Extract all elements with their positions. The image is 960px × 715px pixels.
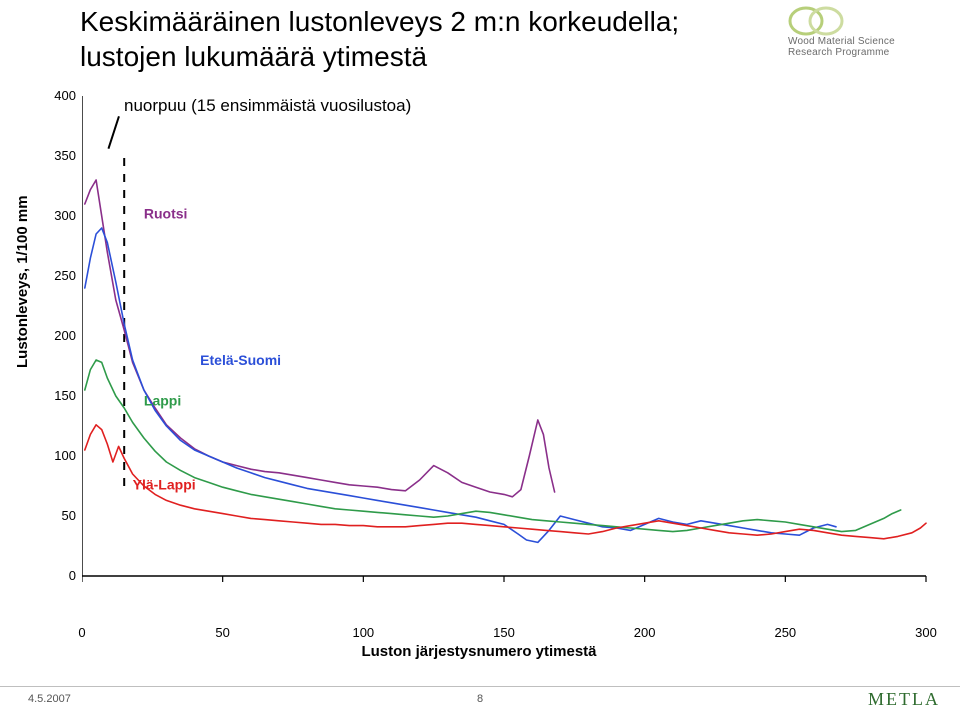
x-tick: 300 xyxy=(911,625,941,640)
rings-icon xyxy=(788,6,848,36)
x-tick: 200 xyxy=(630,625,660,640)
y-tick: 400 xyxy=(48,88,76,103)
slide-footer: 4.5.2007 8 METLA xyxy=(0,686,960,715)
x-tick: 0 xyxy=(67,625,97,640)
y-tick: 100 xyxy=(48,448,76,463)
y-tick: 250 xyxy=(48,268,76,283)
x-tick: 250 xyxy=(770,625,800,640)
y-axis-label: Lustonleveys, 1/100 mm xyxy=(14,195,31,368)
logo-text-1: Wood Material Science xyxy=(788,36,948,47)
y-tick: 350 xyxy=(48,148,76,163)
svg-text:Lappi: Lappi xyxy=(144,393,181,409)
y-tick: 300 xyxy=(48,208,76,223)
svg-text:Ylä-Lappi: Ylä-Lappi xyxy=(133,477,196,493)
x-tick: 150 xyxy=(489,625,519,640)
title-line-1: Keskimääräinen lustonleveys 2 m:n korkeu… xyxy=(80,6,679,37)
chart-svg: Ruotsi Etelä-Suomi Lappi Ylä-Lappi xyxy=(82,94,928,614)
y-tick: 200 xyxy=(48,328,76,343)
footer-page-number: 8 xyxy=(0,693,960,705)
page-title: Keskimääräinen lustonleveys 2 m:n korkeu… xyxy=(80,4,679,74)
logo-text-2: Research Programme xyxy=(788,47,948,58)
wood-science-logo: Wood Material Science Research Programme xyxy=(788,6,948,58)
title-line-2: lustojen lukumäärä ytimestä xyxy=(80,41,427,72)
svg-text:Etelä-Suomi: Etelä-Suomi xyxy=(200,352,281,368)
footer-brand: METLA xyxy=(868,689,940,710)
svg-text:Ruotsi: Ruotsi xyxy=(144,205,188,221)
y-tick: 0 xyxy=(48,568,76,583)
ring-width-chart: Lustonleveys, 1/100 mm Luston järjestysn… xyxy=(18,88,940,658)
x-axis-label: Luston järjestysnumero ytimestä xyxy=(18,643,940,660)
x-tick: 50 xyxy=(208,625,238,640)
y-tick: 50 xyxy=(48,508,76,523)
y-tick: 150 xyxy=(48,388,76,403)
x-tick: 100 xyxy=(348,625,378,640)
